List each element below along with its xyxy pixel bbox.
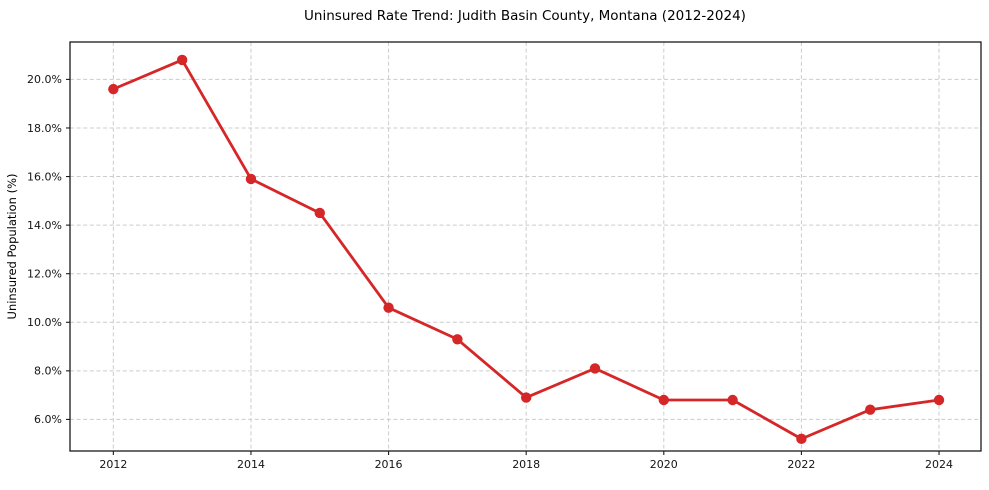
data-point-marker (314, 207, 325, 219)
data-point-marker (452, 334, 463, 345)
y-axis-label: Uninsured Population (%) (5, 174, 19, 320)
y-tick-label: 10.0% (27, 316, 62, 329)
series-uninsured-rate (108, 54, 945, 445)
x-tick-label: 2020 (650, 458, 678, 471)
y-tick-label: 14.0% (27, 219, 62, 232)
x-tick-labels: 2012 2014 2016 2018 2020 2022 2024 (99, 458, 953, 471)
data-point-marker (589, 363, 601, 374)
y-tick-label: 12.0% (27, 268, 62, 281)
y-tick-label: 20.0% (27, 73, 62, 86)
data-point-marker (933, 394, 945, 406)
x-tick-label: 2012 (99, 458, 127, 471)
y-tick-label: 16.0% (27, 170, 62, 183)
data-point-marker (727, 394, 738, 406)
data-point-marker (108, 83, 119, 95)
data-point-marker (383, 302, 394, 313)
data-point-marker (658, 394, 670, 406)
data-point-marker (245, 173, 257, 185)
y-tick-label: 8.0% (34, 365, 62, 378)
y-tick-labels: 6.0% 8.0% 10.0% 12.0% 14.0% 16.0% 18.0% 20.0% (27, 73, 62, 426)
x-tick-label: 2018 (512, 458, 540, 471)
data-point-marker (520, 392, 532, 403)
x-tick-label: 2024 (925, 458, 953, 471)
axis-tick-marks (66, 78, 940, 455)
data-point-marker (176, 54, 188, 66)
plot-border (69, 41, 982, 452)
chart-title: Uninsured Rate Trend: Judith Basin Count… (304, 8, 746, 24)
y-tick-label: 18.0% (27, 122, 62, 135)
data-point-marker (865, 404, 876, 415)
data-point-marker (796, 433, 807, 445)
y-tick-label: 6.0% (34, 413, 62, 426)
x-tick-label: 2014 (237, 458, 265, 471)
x-tick-label: 2022 (787, 458, 815, 471)
x-tick-label: 2016 (375, 458, 403, 471)
